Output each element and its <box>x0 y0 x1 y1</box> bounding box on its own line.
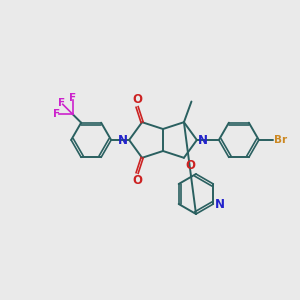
Text: O: O <box>132 174 142 187</box>
Text: N: N <box>118 134 128 146</box>
Text: F: F <box>69 93 76 103</box>
Text: O: O <box>132 93 142 106</box>
Text: N: N <box>215 197 225 211</box>
Text: Br: Br <box>274 135 287 145</box>
Text: O: O <box>185 159 195 172</box>
Text: F: F <box>58 98 65 108</box>
Text: N: N <box>198 134 208 146</box>
Text: F: F <box>53 109 60 119</box>
